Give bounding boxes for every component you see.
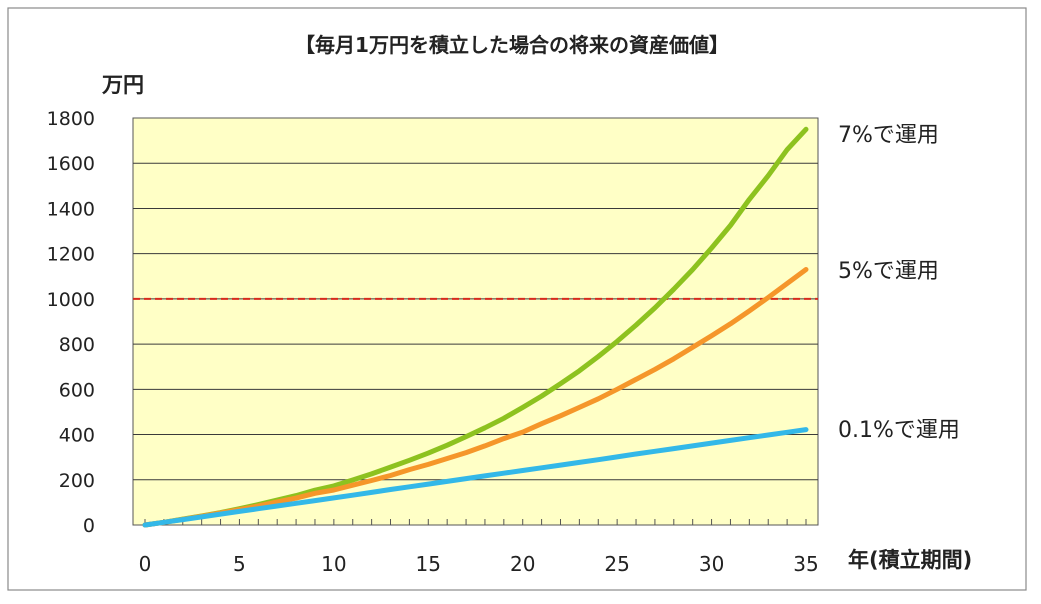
x-tick-label: 35: [793, 552, 818, 576]
y-tick-label: 1800: [47, 108, 95, 130]
chart-title: 【毎月1万円を積立した場合の将来の資産価値】: [295, 33, 729, 57]
x-tick-label: 15: [416, 552, 441, 576]
y-tick-label: 800: [59, 334, 95, 356]
x-tick-label: 20: [510, 552, 535, 576]
x-tick-label: 10: [321, 552, 346, 576]
y-tick-labels: 0 200 400 600 800 1000 1200 1400 1600 1800: [47, 108, 95, 537]
x-axis-label: 年(積立期間): [848, 548, 972, 572]
x-tick-labels: 0 5 10 15 20 25 30 35: [139, 552, 819, 576]
y-tick-label: 600: [59, 379, 95, 401]
x-tick-label: 5: [233, 552, 246, 576]
y-tick-label: 200: [59, 470, 95, 492]
y-tick-label: 400: [59, 425, 95, 447]
series-lines: [142, 126, 809, 528]
y-tick-label: 0: [83, 515, 95, 537]
y-tick-label: 1600: [47, 153, 95, 175]
series-line: [142, 427, 809, 528]
series-line: [142, 267, 809, 528]
series-label: 7%で運用: [838, 123, 939, 148]
x-tick-label: 25: [604, 552, 629, 576]
y-tick-label: 1000: [47, 289, 95, 311]
plot-area: [132, 117, 819, 526]
series-labels: 7%で運用 5%で運用 0.1%で運用: [838, 123, 960, 443]
y-tick-label: 1400: [47, 198, 95, 220]
series-label: 0.1%で運用: [838, 418, 960, 443]
x-tick-label: 30: [699, 552, 724, 576]
series-label: 5%で運用: [838, 259, 939, 284]
y-axis-label: 万円: [101, 73, 144, 97]
x-tick-label: 0: [139, 552, 152, 576]
y-tick-label: 1200: [47, 244, 95, 266]
